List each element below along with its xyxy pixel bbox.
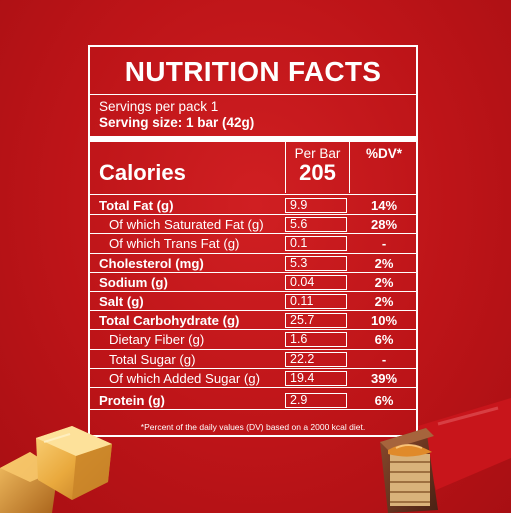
nutrient-dv: - [381, 236, 387, 252]
row-divider [90, 290, 416, 292]
nutrient-dv: 10% [370, 313, 398, 329]
nutrient-name: Of which Saturated Fat (g) [109, 217, 264, 233]
nutrient-amount: 22.2 [285, 351, 347, 367]
nutrient-amount: 25.7 [285, 313, 347, 329]
title-divider [90, 94, 416, 95]
nutrient-name: Protein (g) [99, 392, 165, 408]
row-divider [90, 367, 416, 369]
nutrient-dv: 39% [370, 370, 398, 386]
nutrient-dv: 2% [374, 255, 394, 271]
table-row: Dietary Fiber (g) 1.6 6% [90, 330, 416, 350]
nutrient-dv: 2% [374, 274, 394, 290]
nutrition-facts-panel: NUTRITION FACTS Servings per pack 1 Serv… [88, 45, 418, 437]
table-row: Total Carbohydrate (g) 25.7 10% [90, 311, 416, 331]
row-divider [90, 386, 416, 388]
nutrient-dv: 6% [374, 332, 394, 348]
table-row: Total Fat (g) 9.9 14% [90, 196, 416, 216]
per-bar-column: Per Bar 205 [285, 142, 350, 193]
row-divider [90, 329, 416, 331]
nutrient-amount: 2.9 [285, 392, 347, 408]
chocolate-wafer-bar-image [380, 398, 511, 513]
calories-label: Calories [99, 160, 186, 185]
nutrient-dv: 6% [374, 392, 394, 408]
table-row: Sodium (g) 0.04 2% [90, 273, 416, 292]
nutrient-name: Of which Added Sugar (g) [109, 370, 261, 386]
servings-per-pack: Servings per pack 1 [99, 99, 219, 114]
serving-size: Serving size: 1 bar (42g) [99, 115, 255, 130]
nutrient-amount: 5.6 [285, 217, 347, 233]
row-divider [90, 271, 416, 273]
nutrient-name: Cholesterol (mg) [99, 255, 204, 271]
nutrient-name: Of which Trans Fat (g) [109, 236, 240, 252]
table-row: Cholesterol (mg) 5.3 2% [90, 254, 416, 273]
row-divider [90, 348, 416, 350]
table-row: Protein (g) 2.9 6% [90, 391, 416, 411]
nutrient-amount: 5.3 [285, 255, 347, 271]
nutrient-amount: 0.11 [285, 293, 347, 309]
nutrient-name: Sodium (g) [99, 274, 168, 290]
table-row: Salt (g) 0.11 2% [90, 292, 416, 312]
nutrient-dv: 28% [370, 217, 398, 233]
nutrient-name: Total Fat (g) [99, 198, 174, 213]
calories-value: 205 [299, 160, 336, 185]
dv-header: %DV* [365, 146, 402, 161]
nutrient-name: Salt (g) [99, 293, 144, 309]
nutrient-amount: 19.4 [285, 370, 347, 386]
page-title: NUTRITION FACTS [124, 56, 382, 87]
nutrient-name: Total Carbohydrate (g) [99, 313, 240, 329]
nutrient-table: Total Fat (g) 9.9 14% Of which Saturated Fa… [90, 196, 416, 411]
nutrient-amount: 1.6 [285, 332, 347, 348]
table-row: Of which Added Sugar (g) 19.4 39% [90, 369, 416, 388]
table-row: Total Sugar (g) 22.2 - [90, 350, 416, 369]
row-divider [90, 310, 416, 312]
footnote: *Percent of the daily values (DV) based … [140, 422, 366, 432]
nutrient-amount: 0.04 [285, 274, 347, 290]
table-row: Of which Trans Fat (g) 0.1 - [90, 234, 416, 254]
row-divider [90, 233, 416, 235]
table-row: Of which Saturated Fat (g) 5.6 28% [90, 215, 416, 235]
nutrient-amount: 0.1 [285, 236, 347, 252]
row-divider [90, 214, 416, 216]
nutrient-name: Dietary Fiber (g) [109, 332, 205, 348]
nutrient-dv: 2% [374, 293, 394, 309]
thick-divider [90, 136, 416, 142]
nutrient-name: Total Sugar (g) [109, 351, 196, 367]
calories-divider [90, 194, 416, 195]
per-bar-label: Per Bar [294, 146, 341, 161]
nutrient-dv: 14% [370, 198, 398, 213]
nutrient-dv: - [381, 351, 387, 367]
row-divider [90, 409, 416, 411]
row-divider [90, 252, 416, 254]
caramel-cubes-image [0, 426, 112, 513]
nutrient-amount: 9.9 [285, 198, 347, 213]
